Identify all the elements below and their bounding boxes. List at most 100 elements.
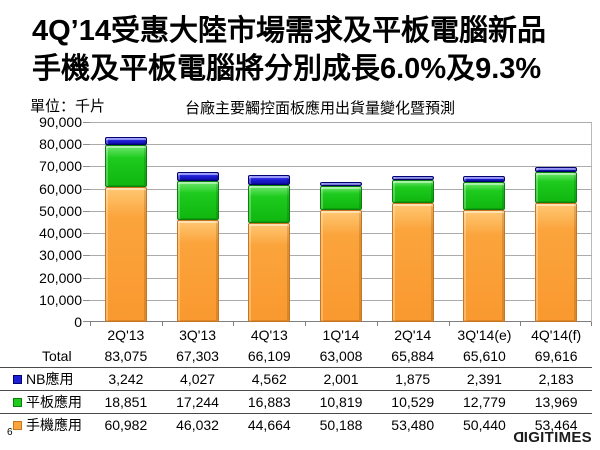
y-tick-mark: [83, 299, 90, 301]
table-cell: 4Q'13: [250, 327, 288, 343]
bar-4Q'14(f): [535, 167, 577, 322]
table-cell: 3Q'13: [179, 327, 217, 343]
table-cell: 53,464: [534, 417, 578, 433]
table-cell: 65,884: [391, 348, 435, 364]
slide-title-line2: 手機及平板電腦將分別成長6.0%及9.3%: [32, 53, 542, 85]
legend-marker: [13, 420, 22, 430]
table-cell: 63,008: [319, 348, 363, 364]
y-tick-label: 70,000: [39, 158, 82, 175]
table-cell: 53,480: [391, 417, 435, 433]
table-cell: 50,440: [463, 417, 506, 433]
bar-segment-3Q'13-NB應用: [177, 172, 219, 182]
table-cell: 50,188: [319, 417, 363, 433]
bar-2Q'14: [392, 175, 434, 322]
table-cell: 1Q'14: [322, 327, 360, 343]
gridline: [90, 144, 592, 146]
bar-segment-1Q'14-NB應用: [320, 182, 362, 187]
bar-segment-2Q'13-NB應用: [105, 137, 147, 145]
bar-3Q'14(e): [463, 176, 505, 322]
y-tick-mark: [83, 166, 90, 168]
table-row-total: Total 83,075 67,303 66,109 63,008 65,884 65,61…: [0, 345, 592, 368]
table-cell: 2,391: [466, 371, 502, 387]
y-tick-mark: [83, 233, 90, 235]
bar-2Q'13: [105, 137, 147, 322]
unit-label: 單位：千片: [30, 98, 106, 115]
bar-segment-4Q'14(f)-NB應用: [535, 167, 577, 173]
table-row-平板應用-label: 平板應用: [0, 392, 90, 412]
legend-marker: [13, 397, 22, 407]
y-tick-mark: [83, 277, 90, 279]
table-cell: 46,032: [176, 417, 219, 433]
bar-segment-2Q'13-平板應用: [105, 144, 147, 187]
bar-segment-3Q'13-手機應用: [177, 219, 219, 322]
table-row-NB應用: NB應用 3,242 4,027 4,562 2,001 1,875 2,391 2,183: [0, 368, 592, 391]
bar-segment-2Q'14-NB應用: [392, 175, 434, 180]
table-cell: 2Q'14: [394, 327, 432, 343]
bar-segment-4Q'13-平板應用: [248, 185, 290, 223]
table-cell: 3Q'14(e): [457, 327, 512, 343]
y-tick-mark: [83, 144, 90, 146]
x-tick-mark: [449, 322, 450, 326]
digitimes-logo: DIGITIMES: [513, 429, 592, 446]
bar-4Q'13: [248, 175, 290, 322]
table-row-手機應用-label: 手機應用: [0, 415, 90, 435]
y-tick-label: 80,000: [39, 136, 82, 153]
table-cell: 17,244: [176, 394, 219, 410]
logo-letter-d: D: [512, 429, 524, 446]
plot-area: [83, 122, 592, 326]
table-cell: 12,779: [463, 394, 506, 410]
table-cell: 60,982: [104, 417, 148, 433]
logo-letters-rest: IGITIMES: [523, 429, 592, 446]
data-table: 2Q'13 3Q'13 4Q'13 1Q'14 2Q'14 3Q'14(e) 4Q'14(f…: [0, 325, 592, 436]
table-cell: 65,610: [463, 348, 506, 364]
x-tick-mark: [591, 322, 592, 326]
x-tick-mark: [377, 322, 378, 326]
slide-title-line1: 4Q’14受惠大陸市場需求及平板電腦新品: [32, 15, 547, 47]
table-cell: 10,529: [391, 394, 435, 410]
y-tick-mark: [83, 321, 90, 322]
table-cell: 4Q'14(f): [531, 327, 582, 343]
bar-1Q'14: [320, 182, 362, 322]
bar-segment-4Q'14(f)-手機應用: [535, 203, 577, 322]
y-tick-label: 30,000: [39, 247, 82, 264]
table-row-NB應用-label: NB應用: [0, 369, 90, 389]
bar-segment-1Q'14-手機應用: [320, 210, 362, 322]
bar-3Q'13: [177, 172, 219, 322]
table-cell: 67,303: [176, 348, 219, 364]
table-cell: 13,969: [534, 394, 578, 410]
table-cell: 3,242: [108, 371, 144, 387]
y-tick-mark: [83, 188, 90, 190]
bar-segment-4Q'13-手機應用: [248, 222, 290, 322]
table-cell: 4,027: [180, 371, 216, 387]
table-row-手機應用: 手機應用 60,982 46,032 44,664 50,188 53,480 50,440…: [0, 414, 592, 436]
bar-segment-3Q'14(e)-手機應用: [463, 209, 505, 322]
y-tick-mark: [83, 255, 90, 257]
gridline: [90, 122, 592, 123]
x-tick-mark: [162, 322, 163, 326]
bar-segment-4Q'14(f)-平板應用: [535, 172, 577, 204]
table-cell: 69,616: [534, 348, 578, 364]
y-tick-label: 60,000: [39, 180, 82, 197]
table-row-total-label: Total: [42, 348, 72, 364]
x-tick-mark: [233, 322, 234, 326]
bar-segment-3Q'14(e)-平板應用: [463, 181, 505, 210]
y-tick-label: 50,000: [39, 202, 82, 219]
legend-marker: [13, 374, 22, 384]
bar-segment-2Q'14-手機應用: [392, 203, 434, 322]
y-tick-label: 90,000: [39, 114, 82, 130]
slide-title: 4Q’14受惠大陸市場需求及平板電腦新品 手機及平板電腦將分別成長6.0%及9.…: [32, 12, 546, 88]
bar-segment-2Q'14-平板應用: [392, 179, 434, 204]
chart-title: 台廠主要觸控面板應用出貨量變化暨預測: [185, 100, 456, 117]
y-tick-label: 40,000: [39, 225, 82, 242]
table-cell: 10,819: [319, 394, 363, 410]
bar-segment-1Q'14-平板應用: [320, 186, 362, 211]
page-number: 6: [7, 427, 13, 438]
table-cell: 44,664: [247, 417, 291, 433]
y-tick-label: 20,000: [39, 269, 82, 286]
y-tick-mark: [83, 210, 90, 212]
y-tick-label: 10,000: [39, 291, 82, 308]
x-tick-mark: [520, 322, 521, 326]
table-header-row: 2Q'13 3Q'13 4Q'13 1Q'14 2Q'14 3Q'14(e) 4Q'14(f…: [0, 325, 592, 345]
gridline: [90, 166, 592, 168]
y-axis-labels: 0 10,000 20,000 30,000 40,000 50,000 60,000 70,…: [0, 115, 82, 329]
